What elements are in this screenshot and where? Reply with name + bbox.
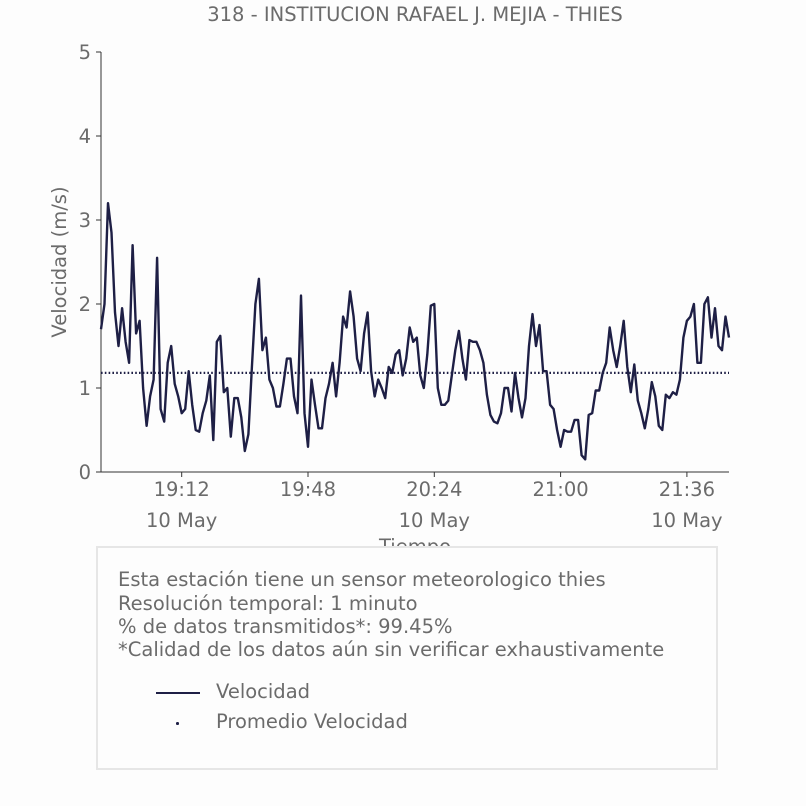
info-resolution-text: Resolución temporal: 1 minuto [118,592,418,615]
legend-line-swatch [156,692,200,694]
y-tick-label: 4 [79,125,91,148]
y-tick-label: 2 [79,293,91,316]
y-axis-label: Velocidad (m/s) [48,186,71,337]
info-legend-box: Esta estación tiene un sensor meteorolog… [96,546,718,770]
x-tick-date-label: 10 May [651,509,722,532]
x-tick-label: 21:36 [659,478,715,501]
plot-area [99,201,731,461]
info-quality-text: *Calidad de los datos aún sin verificar … [118,638,665,661]
chart-title: 318 - INSTITUCION RAFAEL J. MEJIA - THIE… [207,3,623,26]
x-axis: 19:12 10 May 19:48 20:24 10 May 21:00 21:36 10 … [101,471,729,532]
info-transmitted-text: % de datos transmitidos*: 99.45% [118,615,453,638]
x-tick-label: 19:48 [280,478,336,501]
y-tick-label: 5 [79,41,91,64]
legend-label-velocidad: Velocidad [216,680,311,703]
velocity-line [99,201,731,461]
y-axis: 0 1 2 3 4 5 [79,41,102,484]
legend-dot-swatch [176,722,179,725]
x-tick-date-label: 10 May [399,509,470,532]
x-tick-label: 19:12 [154,478,210,501]
y-tick-label: 0 [79,461,91,484]
legend-label-promedio: Promedio Velocidad [216,710,408,733]
x-tick-date-label: 10 May [146,509,217,532]
info-sensor-text: Esta estación tiene un sensor meteorolog… [118,568,606,591]
x-tick-label: 21:00 [532,478,588,501]
y-tick-label: 1 [79,377,91,400]
y-tick-label: 3 [79,209,91,232]
x-tick-label: 20:24 [406,478,462,501]
